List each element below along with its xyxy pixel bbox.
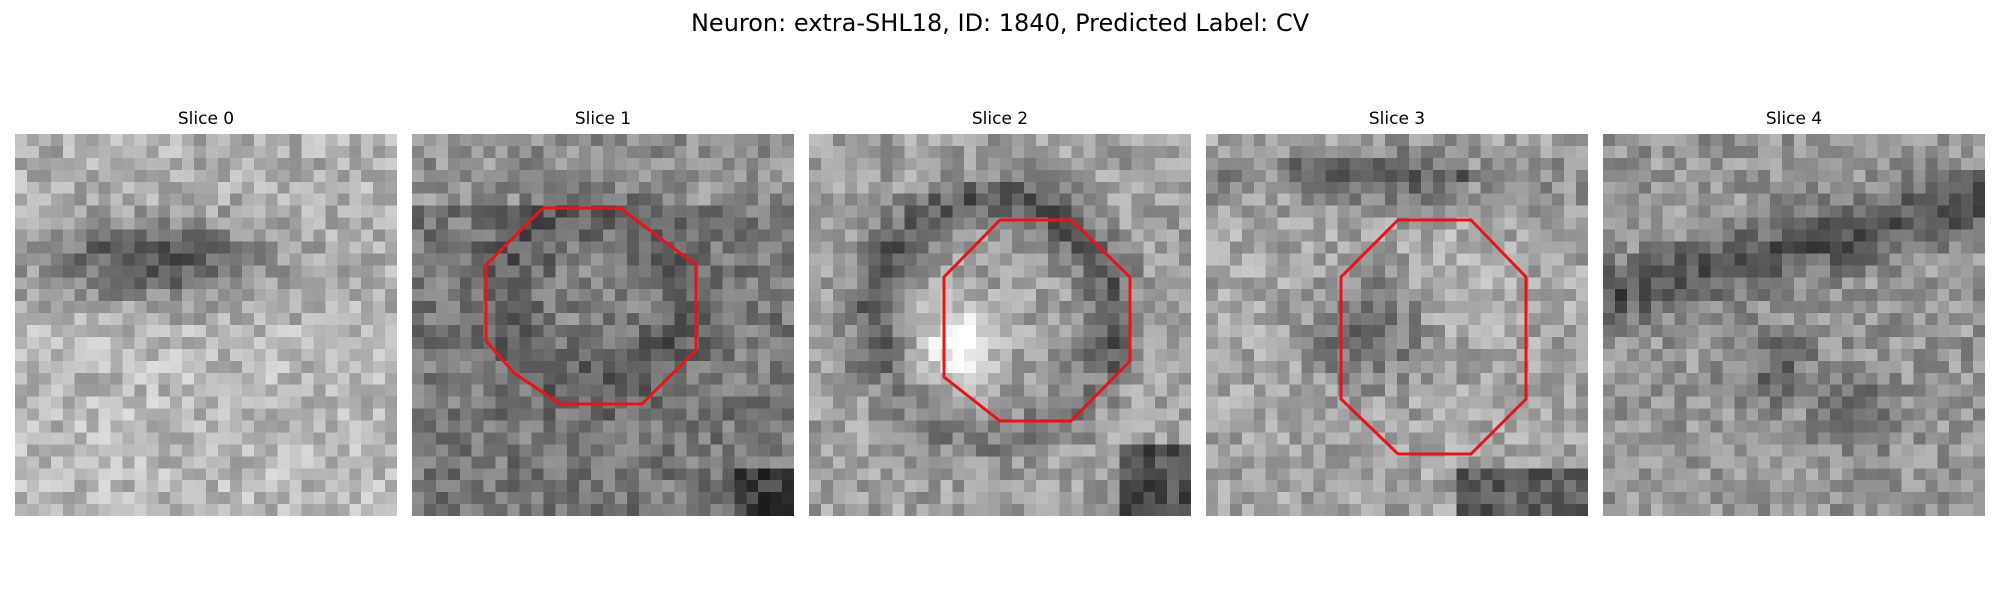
roi-contour-1 [484, 206, 698, 406]
roi-octagon-2 [942, 218, 1132, 423]
figure-title: Neuron: extra-SHL18, ID: 1840, Predicted… [690, 9, 1310, 37]
slice-title-3: Slice 3 [1368, 109, 1426, 129]
slice-title-4: Slice 4 [1765, 109, 1823, 129]
slice-image-3 [1206, 134, 1588, 516]
slice-image-2 [809, 134, 1191, 516]
slice-panel-0: Slice 0 [15, 108, 397, 518]
slice-title-0: Slice 0 [177, 109, 235, 129]
slice-title-2: Slice 2 [971, 109, 1029, 129]
roi-octagon-1 [484, 206, 698, 406]
slice-panel-2: Slice 2 [809, 108, 1191, 518]
roi-contour-2 [942, 218, 1132, 423]
slice-pixels-0 [15, 134, 397, 516]
slice-pixels-4 [1603, 134, 1985, 516]
roi-contour-3 [1339, 218, 1528, 456]
slice-image-1 [412, 134, 794, 516]
slice-pixels-1 [412, 134, 794, 516]
slice-image-4 [1603, 134, 1985, 516]
slice-title-1: Slice 1 [574, 109, 632, 129]
slice-image-0 [15, 134, 397, 516]
slice-panel-4: Slice 4 [1603, 108, 1985, 518]
roi-octagon-3 [1339, 218, 1528, 456]
slice-panel-1: Slice 1 [412, 108, 794, 518]
slice-panel-3: Slice 3 [1206, 108, 1588, 518]
slice-pixels-2 [809, 134, 1191, 516]
